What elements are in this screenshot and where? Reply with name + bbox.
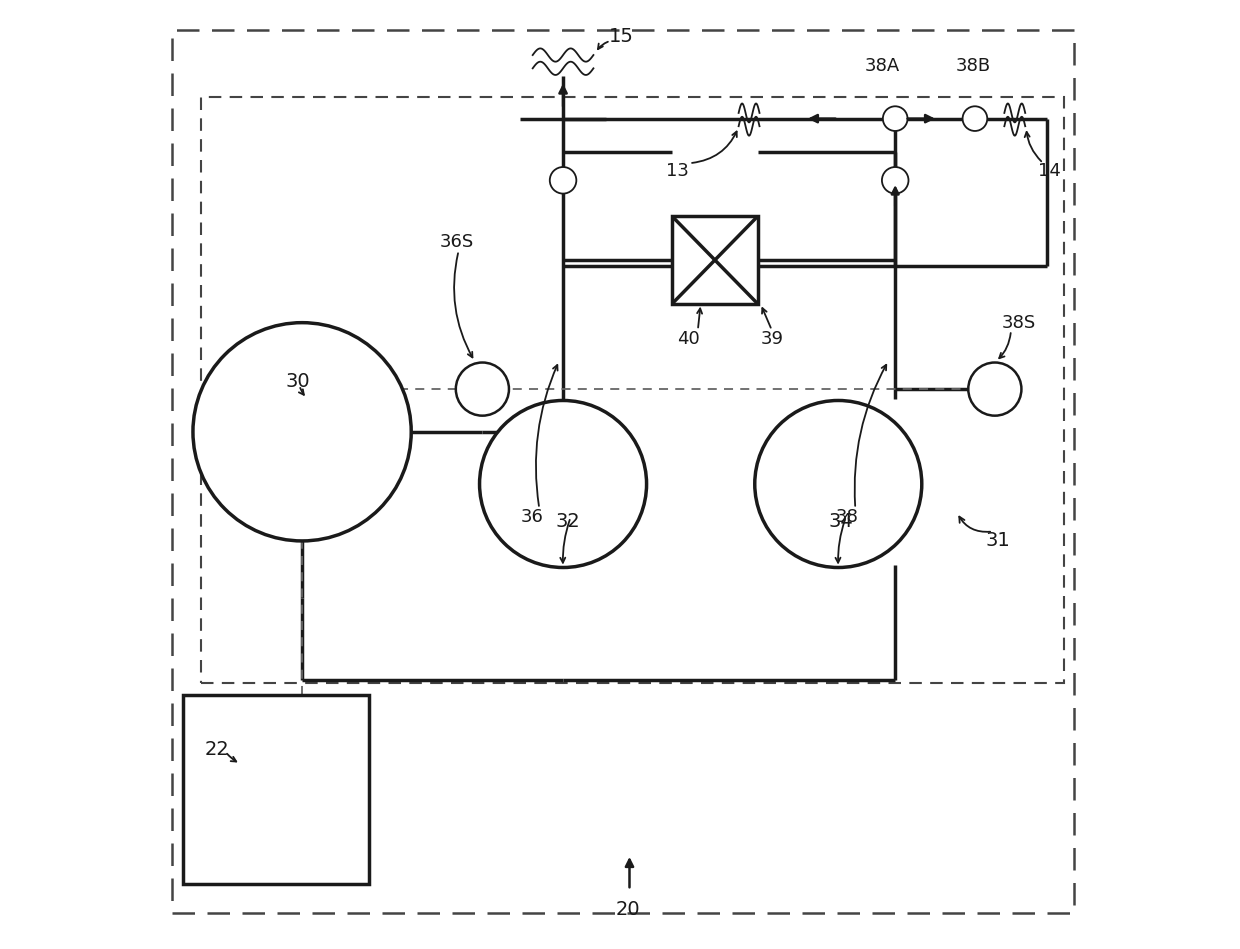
Text: 39: 39 bbox=[760, 330, 784, 347]
Text: 38: 38 bbox=[836, 509, 858, 526]
Text: 30: 30 bbox=[286, 372, 310, 391]
Text: 40: 40 bbox=[677, 330, 699, 347]
Text: 36S: 36S bbox=[440, 233, 474, 251]
Circle shape bbox=[962, 106, 987, 131]
FancyBboxPatch shape bbox=[672, 216, 758, 304]
Text: 34: 34 bbox=[828, 512, 853, 531]
Circle shape bbox=[882, 167, 909, 194]
Text: 32: 32 bbox=[556, 512, 580, 531]
Circle shape bbox=[968, 363, 1022, 416]
Text: 13: 13 bbox=[666, 162, 688, 179]
Text: 22: 22 bbox=[205, 740, 229, 759]
Text: 31: 31 bbox=[986, 531, 1011, 550]
Text: 38B: 38B bbox=[956, 58, 991, 75]
Circle shape bbox=[755, 400, 921, 568]
Text: 38A: 38A bbox=[864, 58, 900, 75]
Circle shape bbox=[193, 323, 412, 541]
Text: 20: 20 bbox=[615, 900, 640, 919]
Text: 38S: 38S bbox=[1002, 314, 1035, 331]
Text: 14: 14 bbox=[1038, 162, 1060, 179]
Text: 15: 15 bbox=[609, 27, 634, 46]
Circle shape bbox=[549, 167, 577, 194]
Text: 36: 36 bbox=[521, 509, 543, 526]
Circle shape bbox=[883, 106, 908, 131]
Circle shape bbox=[456, 363, 508, 416]
Circle shape bbox=[480, 400, 646, 568]
